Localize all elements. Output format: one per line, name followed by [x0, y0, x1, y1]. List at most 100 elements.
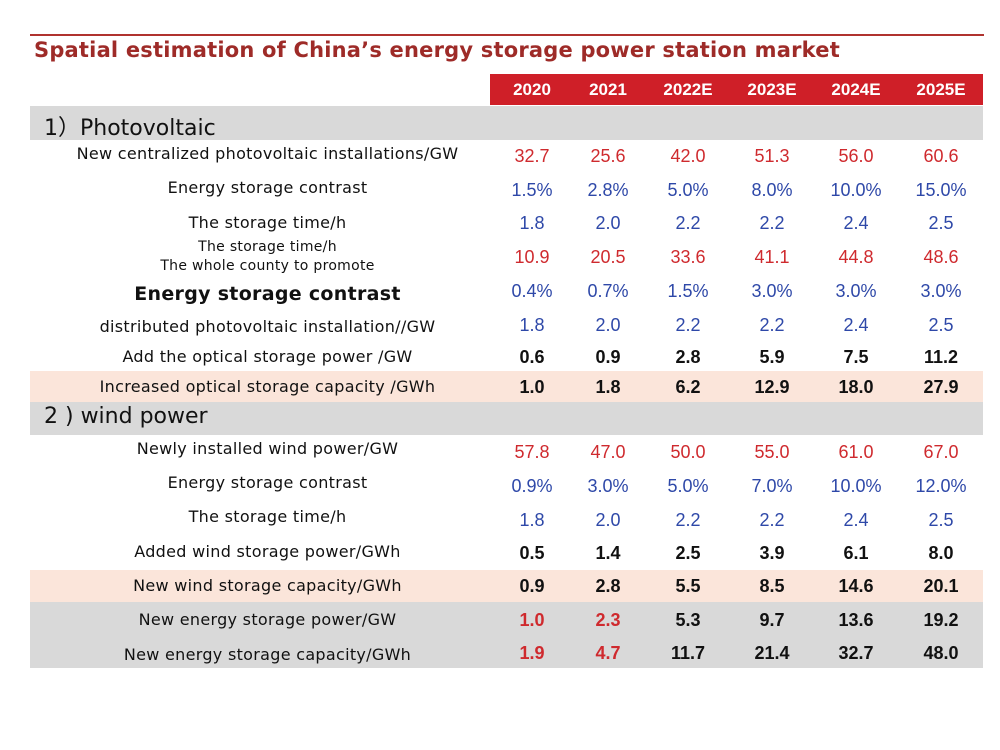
table-cell: 0.4%: [511, 281, 553, 301]
row-label: distributed photovoltaic installation//G…: [99, 317, 436, 336]
table-row: 1.9 4.7 11.7 21.4 32.7 48.0: [0, 638, 1000, 668]
table-cell: 1.8: [519, 510, 545, 530]
row-label-secondary: The whole county to promote: [160, 258, 375, 274]
table-cell: 2.2: [759, 315, 785, 335]
table-cell: 41.1: [754, 247, 790, 267]
table-cell: 12.0%: [915, 476, 967, 496]
table-cell: 5.5: [675, 576, 701, 596]
table-cell: 20.5: [590, 247, 626, 267]
table-cell: 2.2: [675, 315, 701, 335]
table-cell: 2.8: [675, 347, 701, 367]
table-cell: 9.7: [759, 610, 785, 630]
row-label: Energy storage contrast: [134, 283, 401, 305]
table-cell: 2.5: [928, 213, 954, 233]
table-row: 1.8 2.0 2.2 2.2 2.4 2.5: [0, 505, 1000, 535]
row-label: Newly installed wind power/GW: [136, 439, 399, 458]
table-cell: 5.0%: [667, 476, 709, 496]
table-cell: 4.7: [595, 643, 621, 663]
table-cell: 10.0%: [830, 180, 882, 200]
table-cell: 2.4: [843, 510, 869, 530]
table-cell: 18.0: [838, 377, 874, 397]
table-cell: 0.9: [595, 347, 621, 367]
row-label: Added wind storage power/GWh: [134, 542, 401, 561]
table-cell: 25.6: [590, 146, 626, 166]
year-header: 2025E: [916, 80, 966, 99]
table-cell: 1.5%: [667, 281, 709, 301]
table-cell: 47.0: [590, 442, 626, 462]
table-cell: 15.0%: [915, 180, 967, 200]
row-label: Energy storage contrast: [167, 178, 368, 197]
table-row: 0.6 0.9 2.8 5.9 7.5 11.2: [0, 342, 1000, 372]
section-title-photovoltaic: 1）Photovoltaic: [44, 116, 216, 141]
row-label: Add the optical storage power /GW: [122, 347, 413, 366]
table-cell: 6.1: [843, 543, 869, 563]
table-row: 1.0 1.8 6.2 12.9 18.0 27.9: [0, 372, 1000, 402]
table-cell: 2.3: [595, 610, 621, 630]
table-cell: 3.0%: [751, 281, 793, 301]
table-cell: 51.3: [754, 146, 790, 166]
year-header: 2021: [589, 80, 627, 99]
table-cell: 55.0: [754, 442, 790, 462]
table-row: 1.8 2.0 2.2 2.2 2.4 2.5: [0, 310, 1000, 340]
year-header: 2023E: [747, 80, 797, 99]
row-label: New centralized photovoltaic installatio…: [76, 144, 459, 163]
table-cell: 2.8: [595, 576, 621, 596]
table-row: 0.4% 0.7% 1.5% 3.0% 3.0% 3.0%: [0, 276, 1000, 306]
table-cell: 32.7: [514, 146, 550, 166]
table-cell: 5.9: [759, 347, 785, 367]
year-header: 2020: [513, 80, 551, 99]
year-header-band: [490, 74, 983, 105]
table-cell: 2.8%: [587, 180, 629, 200]
table-cell: 48.0: [923, 643, 959, 663]
table-cell: 32.7: [838, 643, 874, 663]
table-cell: 2.4: [843, 315, 869, 335]
table-cell: 2.2: [759, 213, 785, 233]
summary-band: [30, 602, 983, 668]
table-cell: 2.0: [595, 315, 621, 335]
table-cell: 6.2: [675, 377, 701, 397]
table-cell: 19.2: [923, 610, 959, 630]
table-cell: 10.9: [514, 247, 550, 267]
row-label: Increased optical storage capacity /GWh: [99, 377, 436, 396]
table-cell: 1.9: [519, 643, 545, 663]
table-cell: 48.6: [923, 247, 959, 267]
table-cell: 60.6: [923, 146, 959, 166]
table-cell: 2.0: [595, 213, 621, 233]
row-label: New energy storage capacity/GWh: [123, 645, 412, 664]
section-band-wind: [30, 402, 983, 435]
table-cell: 10.0%: [830, 476, 882, 496]
table-cell: 0.5: [519, 543, 545, 563]
table-cell: 61.0: [838, 442, 874, 462]
table-row: 0.9 2.8 5.5 8.5 14.6 20.1: [0, 571, 1000, 601]
highlight-band: [30, 570, 983, 602]
table-cell: 57.8: [514, 442, 550, 462]
table-cell: 2.5: [928, 510, 954, 530]
section-band-photovoltaic: [30, 106, 983, 140]
table-row: 32.7 25.6 42.0 51.3 56.0 60.6: [0, 141, 1000, 171]
year-header: 2022E: [663, 80, 713, 99]
table-cell: 11.7: [670, 643, 706, 663]
table-cell: 42.0: [670, 146, 706, 166]
table-row: 1.0 2.3 5.3 9.7 13.6 19.2: [0, 605, 1000, 635]
table-row: 0.5 1.4 2.5 3.9 6.1 8.0: [0, 538, 1000, 568]
table-cell: 2.0: [595, 510, 621, 530]
table-cell: 3.0%: [835, 281, 877, 301]
row-label: Energy storage contrast: [167, 473, 368, 492]
table-cell: 11.2: [923, 347, 959, 367]
section-title-wind: 2 ) wind power: [44, 404, 208, 429]
table-cell: 5.3: [675, 610, 701, 630]
table-cell: 13.6: [838, 610, 874, 630]
highlight-band: [30, 371, 983, 402]
table-cell: 0.9%: [511, 476, 553, 496]
table-cell: 1.4: [595, 543, 621, 563]
table-cell: 2.2: [675, 510, 701, 530]
table-cell: 1.0: [519, 610, 545, 630]
table-cell: 1.5%: [511, 180, 553, 200]
row-label: New wind storage capacity/GWh: [133, 576, 402, 595]
table-cell: 8.0: [928, 543, 954, 563]
table-cell: 1.8: [595, 377, 621, 397]
table-cell: 12.9: [754, 377, 790, 397]
table-row: 1.5% 2.8% 5.0% 8.0% 10.0% 15.0%: [0, 175, 1000, 205]
table-cell: 44.8: [838, 247, 874, 267]
table-cell: 2.2: [675, 213, 701, 233]
